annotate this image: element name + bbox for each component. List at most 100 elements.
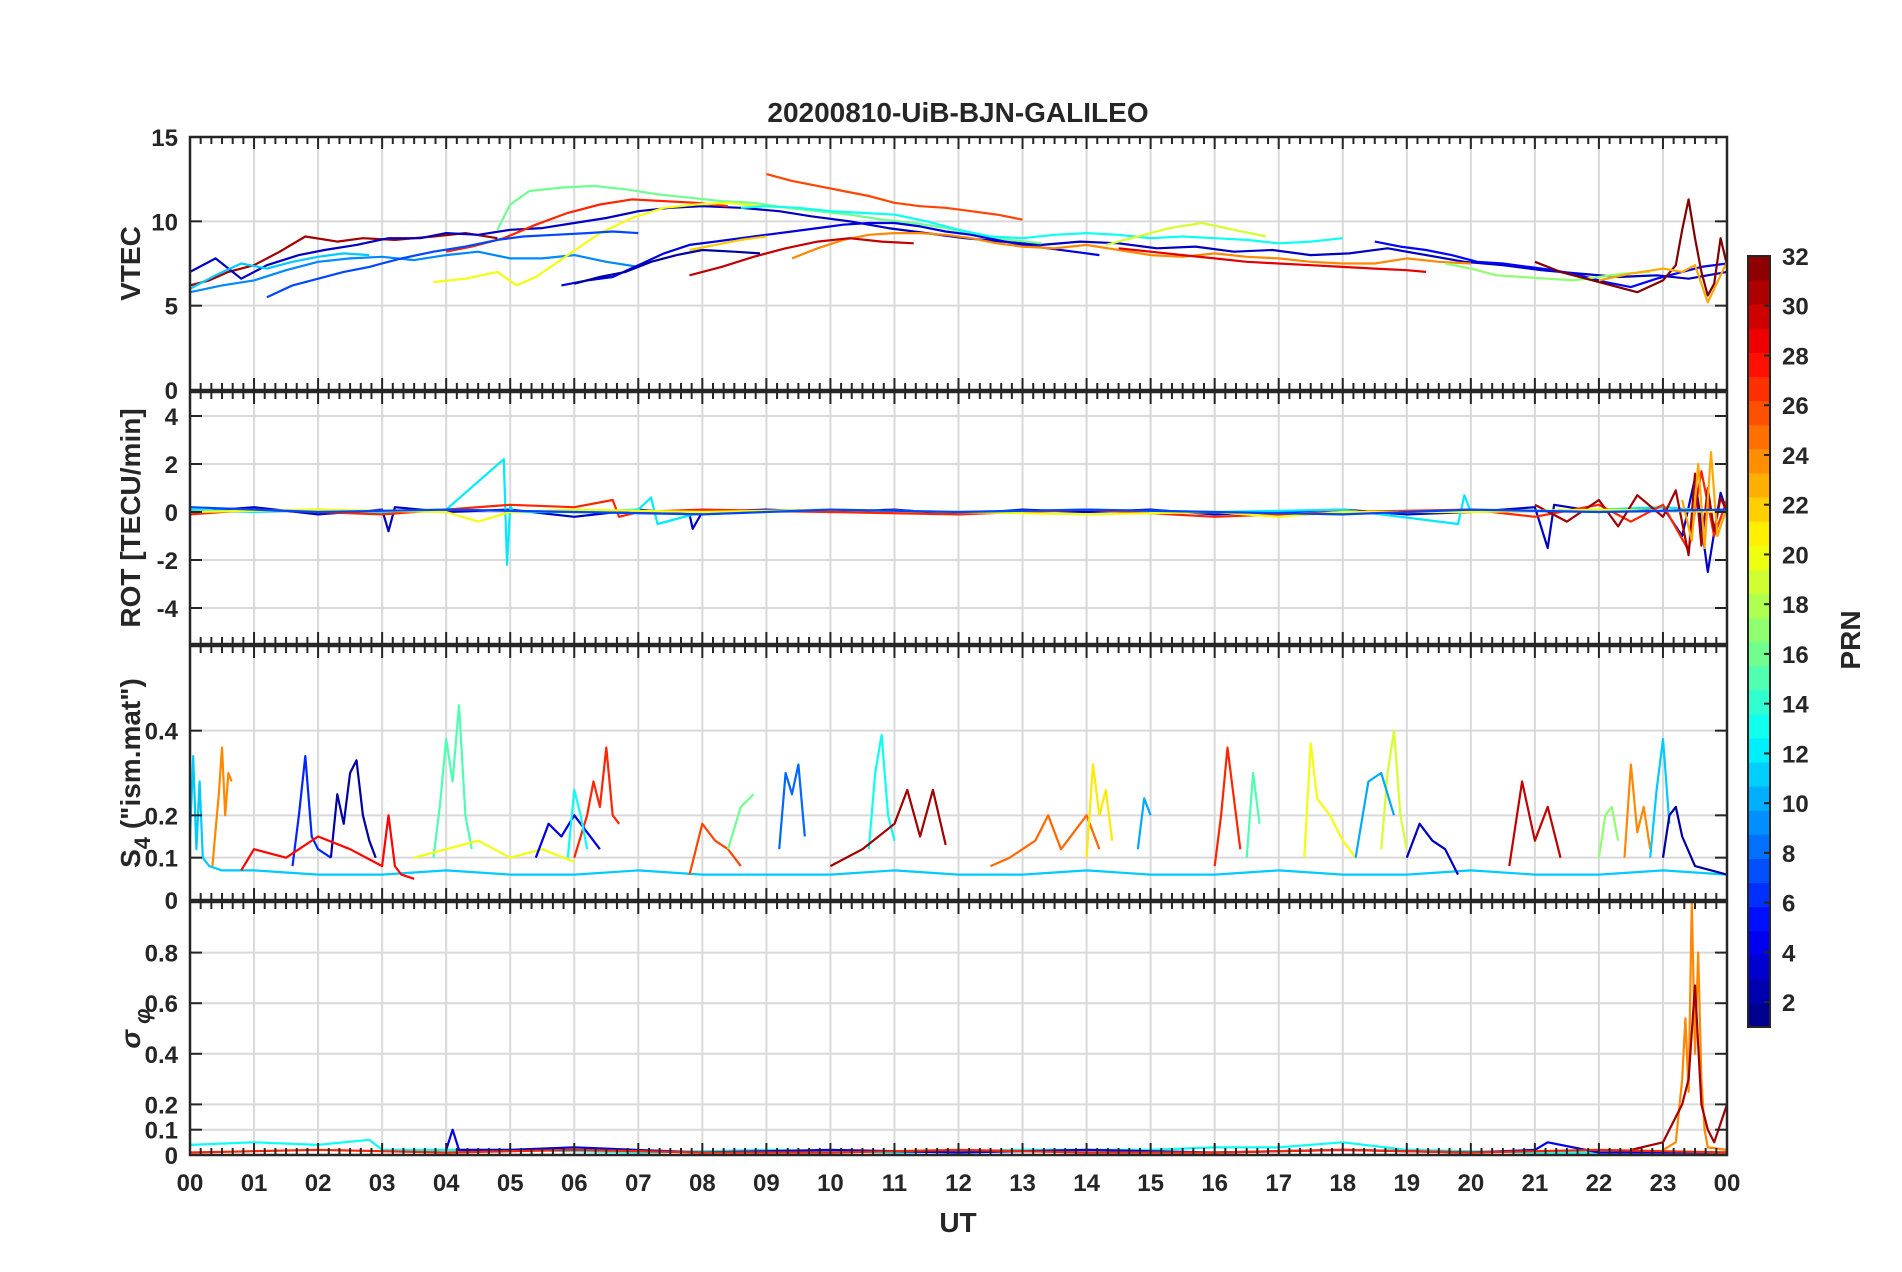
series-prn-4 (534, 814, 601, 859)
series-prn-15 (432, 704, 473, 858)
colorbar-level (1748, 472, 1770, 498)
y-tick-label: -4 (157, 596, 179, 623)
colorbar-level (1748, 376, 1770, 402)
series-prn-21 (1085, 763, 1114, 858)
y-axis-label: ROT [TECU/min] (115, 408, 146, 627)
series-prn-23 (1681, 450, 1727, 550)
colorbar-level (1748, 545, 1770, 570)
colorbar-level (1748, 569, 1770, 594)
series-prn-30 (689, 237, 914, 277)
series-prn-26 (688, 822, 742, 875)
series-prn-2 (1661, 805, 1727, 876)
colorbar-level (1748, 496, 1770, 522)
series-prn-24 (211, 746, 233, 867)
colorbar-tick-label: 4 (1782, 940, 1796, 967)
x-tick-label: 09 (753, 1170, 780, 1197)
y-axis-label-subscript: φ (130, 1008, 155, 1030)
colorbar-box (1747, 255, 1771, 1028)
y-tick-label: 0.2 (145, 1092, 178, 1119)
y-tick-label: 0 (165, 500, 178, 527)
colorbar-tick-label: 32 (1782, 244, 1809, 271)
colorbar-level (1748, 593, 1770, 619)
y-axis-label: σ φ (115, 1008, 155, 1048)
colorbar-tick-label: 28 (1782, 343, 1809, 370)
y-axis-label-text: ("ism.mat") (115, 678, 146, 837)
series-prn-24 (1623, 763, 1652, 858)
series-prn-16 (496, 184, 1042, 245)
x-tick-label: 13 (1009, 1170, 1036, 1197)
colorbar-level (1748, 954, 1770, 980)
y-tick-label: 15 (151, 125, 178, 152)
colorbar-level (1748, 834, 1770, 859)
colorbar-level (1748, 256, 1770, 281)
x-tick-label: 12 (945, 1170, 972, 1197)
series-prn-19 (1380, 729, 1408, 850)
x-tick-label: 23 (1650, 1170, 1677, 1197)
x-tick-label: 14 (1073, 1170, 1100, 1197)
y-tick-label: 2 (165, 452, 178, 479)
x-tick-label: 05 (497, 1170, 524, 1197)
colorbar-level (1748, 689, 1770, 715)
series-prn-30 (1508, 780, 1562, 867)
colorbar-level (1748, 665, 1770, 691)
colorbar-level (1748, 352, 1770, 378)
x-tick-label: 22 (1586, 1170, 1613, 1197)
y-tick-label: 0.4 (145, 719, 179, 746)
colorbar-level (1748, 737, 1770, 763)
series-prn-15 (1245, 771, 1261, 858)
series-prn-27 (573, 746, 620, 859)
series-group (190, 173, 1727, 304)
colorbar-label: PRN (1835, 610, 1866, 669)
series-group (190, 450, 1727, 574)
x-tick-label: 17 (1265, 1170, 1292, 1197)
y-tick-label: 0.4 (145, 1042, 179, 1069)
x-tick-label: 10 (817, 1170, 844, 1197)
axes-box (188, 390, 1729, 646)
y-axis-label-text: S (115, 849, 146, 868)
series-prn-27 (1213, 746, 1242, 867)
y-axis-label: S4 ("ism.mat") (115, 678, 155, 868)
x-tick-label: 03 (369, 1170, 396, 1197)
colorbar-level (1748, 280, 1770, 305)
series-prn-8 (778, 763, 806, 850)
colorbar-tick-label: 18 (1782, 592, 1809, 619)
series-prn-31 (1534, 472, 1727, 557)
x-tick-label: 08 (689, 1170, 716, 1197)
colorbar-tick-label: 30 (1782, 294, 1809, 321)
colorbar-tick-label: 10 (1782, 791, 1809, 818)
panel-rot: -4 -2 0 2 4 ROT [TECU/min] (115, 390, 1729, 646)
colorbar-level (1748, 882, 1770, 908)
series-prn-7 (190, 506, 1727, 516)
y-tick-label: -2 (157, 548, 178, 575)
chart-title: 20200810-UiB-BJN-GALILEO (767, 97, 1148, 128)
series-prn-24 (791, 232, 1471, 265)
colorbar-tick-label: 8 (1782, 841, 1795, 868)
series-prn-13 (740, 205, 1343, 245)
series-prn-2 (574, 248, 761, 285)
colorbar-tick-label: 22 (1782, 493, 1809, 520)
series-prn-31 (190, 232, 498, 287)
series-prn-28 (240, 814, 415, 880)
x-tick-label: 20 (1457, 1170, 1484, 1197)
panel-s4: 00.10.20.4S4 ("ism.mat") (115, 644, 1729, 915)
series-prn-6 (291, 754, 332, 867)
colorbar-level (1748, 906, 1770, 932)
x-tick-label: 00 (1714, 1170, 1741, 1197)
series-prn-26 (766, 173, 1023, 221)
x-tick-label: 04 (433, 1170, 460, 1197)
x-tick-label: 06 (561, 1170, 588, 1197)
y-tick-label: 4 (165, 404, 179, 431)
colorbar-level (1748, 786, 1770, 811)
series-group (190, 704, 1727, 880)
colorbar-tick-label: 6 (1782, 891, 1795, 918)
colorbar-tick-label: 12 (1782, 741, 1809, 768)
panel-vtec: 0 5 10 15 VTEC (115, 125, 1729, 405)
colorbar-level (1748, 978, 1770, 1004)
y-tick-label: 0.6 (145, 991, 178, 1018)
colorbar-level (1748, 304, 1770, 329)
colorbar-level (1748, 521, 1770, 546)
colorbar-level (1748, 930, 1770, 956)
